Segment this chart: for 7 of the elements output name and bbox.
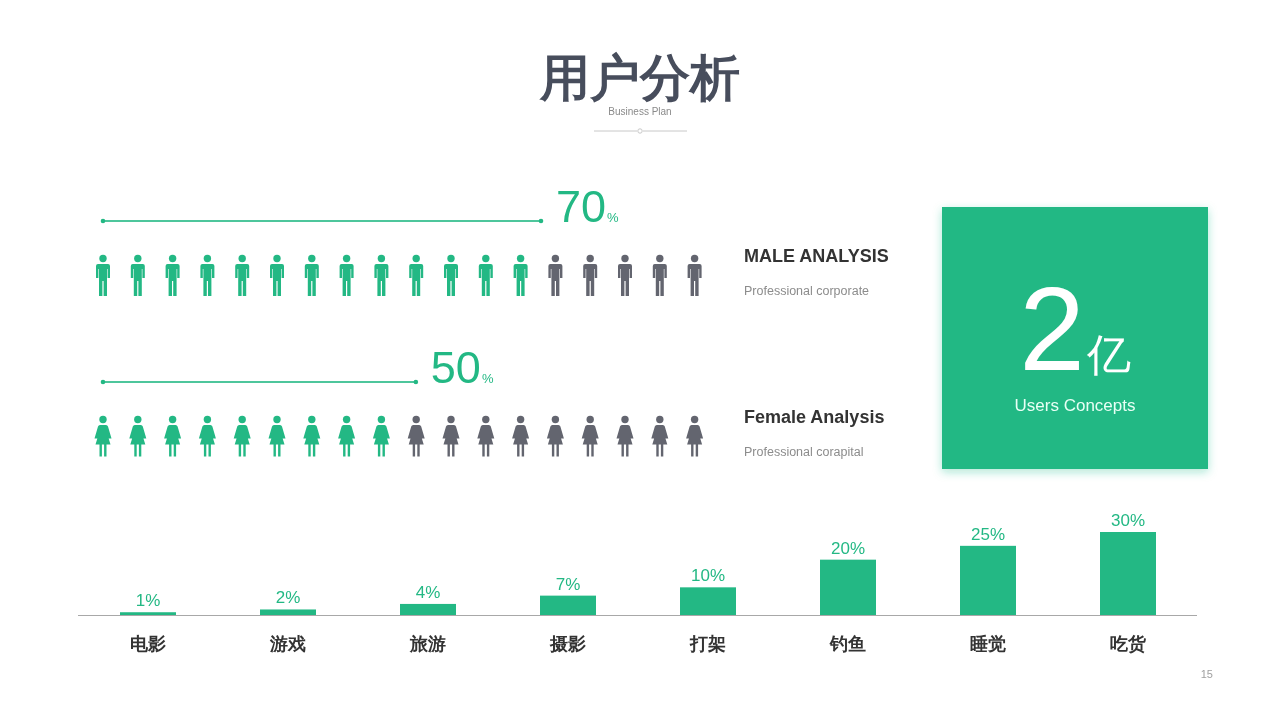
annotation: Users Concepts [1014,396,1136,415]
title: 用户分析 [540,50,740,106]
annotation: Professional corporate [744,284,870,298]
annotation: Professional corapital [744,445,864,459]
annotation: 15 [1200,668,1213,680]
annotation: 2亿 [1019,263,1131,395]
subtitle: Business Plan [608,106,672,117]
